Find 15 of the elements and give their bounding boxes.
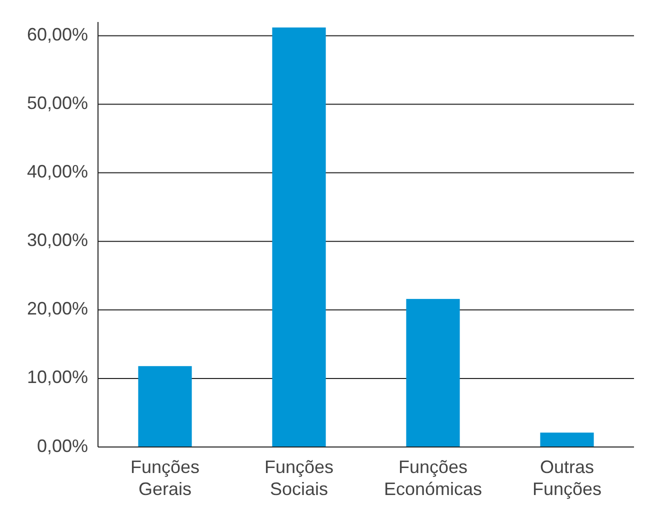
y-tick-label: 50,00%: [26, 93, 88, 114]
y-tick-label: 0,00%: [36, 436, 88, 456]
x-tick-label: Outras Funções: [532, 457, 602, 499]
x-tick-label: Funções Económicas: [384, 457, 482, 499]
bar: [540, 432, 594, 447]
x-tick-label: Funções Sociais: [264, 457, 334, 499]
y-tick-label: 10,00%: [26, 367, 88, 388]
y-tick-label: 20,00%: [26, 298, 88, 319]
y-tick-label: 30,00%: [26, 230, 88, 250]
bar: [272, 27, 326, 447]
bar: [406, 298, 460, 447]
y-tick-label: 60,00%: [26, 24, 88, 44]
x-tick-label: Funções Gerais: [130, 457, 200, 499]
y-tick-label: 40,00%: [26, 162, 88, 182]
bar: [138, 366, 192, 447]
